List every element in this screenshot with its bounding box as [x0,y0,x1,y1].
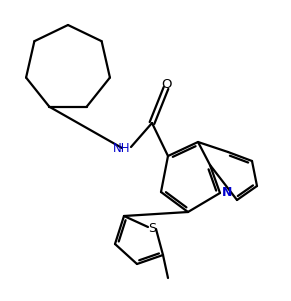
Text: O: O [161,77,171,91]
Text: N: N [222,187,232,200]
Text: NH: NH [113,141,131,154]
Text: S: S [148,222,156,234]
